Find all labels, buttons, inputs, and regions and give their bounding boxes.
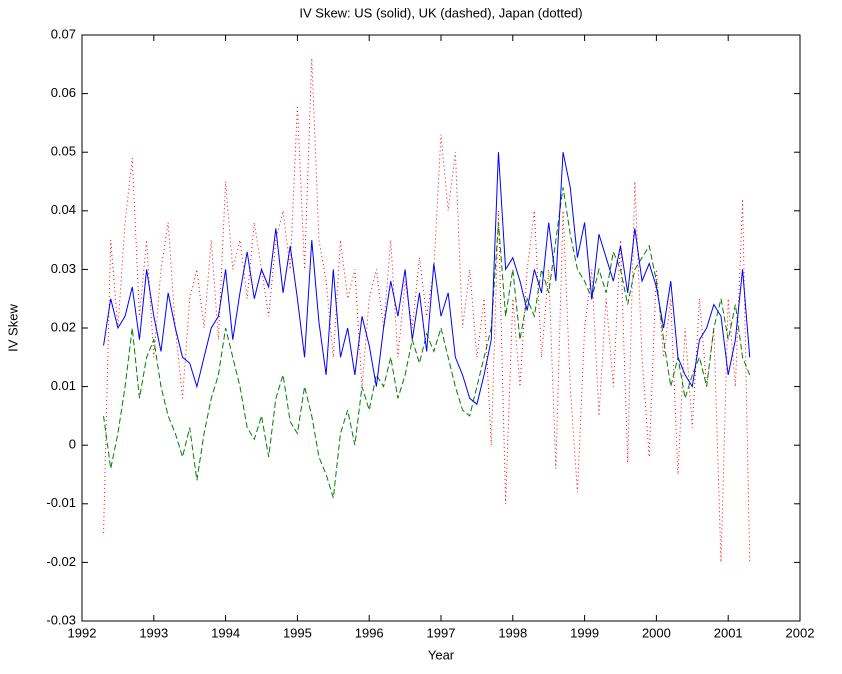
x-tick-label: 2000 [642, 625, 671, 640]
y-tick-label: -0.02 [46, 554, 76, 569]
series-line [103, 152, 751, 406]
x-tick-label: 1995 [283, 625, 312, 640]
y-tick-label: 0.06 [51, 85, 76, 100]
chart-title: IV Skew: US (solid), UK (dashed), Japan … [299, 5, 582, 20]
x-tick-label: 2002 [786, 625, 815, 640]
y-tick-label: 0.05 [51, 144, 76, 159]
y-tick-label: 0.04 [51, 202, 76, 217]
x-tick-label: 1999 [570, 625, 599, 640]
y-tick-label: -0.03 [46, 612, 76, 627]
x-tick-label: 2001 [714, 625, 743, 640]
y-tick-label: 0 [69, 437, 76, 452]
y-tick-label: 0.02 [51, 319, 76, 334]
x-tick-label: 1998 [498, 625, 527, 640]
x-tick-label: 1994 [211, 625, 240, 640]
x-tick-label: 1997 [427, 625, 456, 640]
x-tick-label: 1993 [139, 625, 168, 640]
x-axis-label: Year [428, 647, 455, 662]
x-tick-label: 1992 [68, 625, 97, 640]
y-tick-label: 0.07 [51, 26, 76, 41]
y-axis-label: IV Skew [5, 304, 20, 352]
y-tick-label: -0.01 [46, 495, 76, 510]
x-tick-label: 1996 [355, 625, 384, 640]
series-line [103, 187, 751, 499]
y-tick-label: 0.03 [51, 261, 76, 276]
y-tick-label: 0.01 [51, 378, 76, 393]
